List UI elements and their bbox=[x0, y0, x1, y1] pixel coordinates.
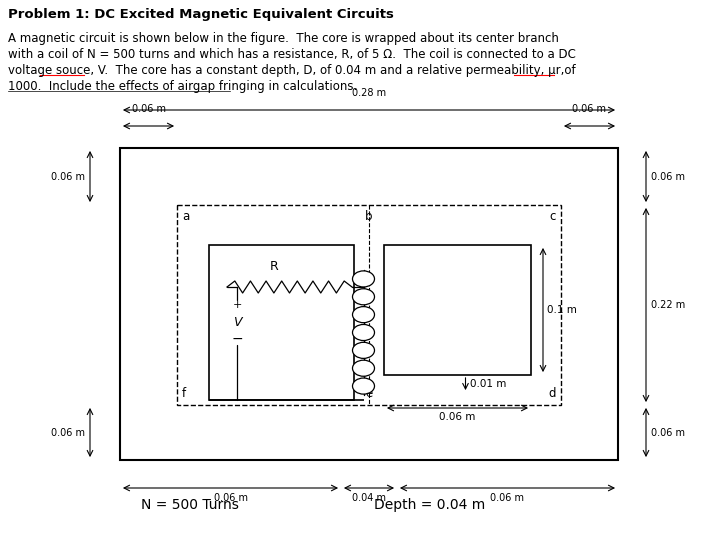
Text: Depth = 0.04 m: Depth = 0.04 m bbox=[374, 498, 486, 512]
Ellipse shape bbox=[352, 360, 374, 376]
Text: Problem 1: DC Excited Magnetic Equivalent Circuits: Problem 1: DC Excited Magnetic Equivalen… bbox=[8, 8, 394, 21]
Ellipse shape bbox=[352, 378, 374, 394]
Text: 0.01 m: 0.01 m bbox=[469, 379, 506, 389]
Bar bbox=[384, 245, 531, 375]
Text: 0.22 m: 0.22 m bbox=[651, 300, 686, 310]
Text: 0.06 m: 0.06 m bbox=[651, 171, 685, 182]
Text: 0.04 m: 0.04 m bbox=[352, 493, 386, 503]
Text: R: R bbox=[270, 260, 279, 273]
Text: 0.28 m: 0.28 m bbox=[352, 88, 386, 98]
Text: 0.06 m: 0.06 m bbox=[491, 493, 525, 503]
Bar bbox=[177, 205, 561, 405]
Text: 0.06 m: 0.06 m bbox=[573, 104, 606, 114]
Text: V: V bbox=[233, 316, 241, 330]
Text: 0.06 m: 0.06 m bbox=[51, 427, 85, 438]
Ellipse shape bbox=[352, 342, 374, 358]
Bar bbox=[209, 245, 354, 400]
Ellipse shape bbox=[352, 271, 374, 287]
Text: a: a bbox=[182, 210, 189, 223]
Text: b: b bbox=[365, 210, 373, 223]
Text: 0.06 m: 0.06 m bbox=[439, 412, 476, 422]
Text: 0.06 m: 0.06 m bbox=[651, 427, 685, 438]
Text: −: − bbox=[231, 332, 243, 346]
Text: e: e bbox=[365, 387, 372, 400]
Text: d: d bbox=[549, 387, 556, 400]
Text: voltage souce, V.  The core has a constant depth, D, of 0.04 m and a relative pe: voltage souce, V. The core has a constan… bbox=[8, 64, 575, 77]
Text: 0.06 m: 0.06 m bbox=[131, 104, 165, 114]
Text: with a coil of N = 500 turns and which has a resistance, R, of 5 Ω.  The coil is: with a coil of N = 500 turns and which h… bbox=[8, 48, 576, 61]
Text: 0.06 m: 0.06 m bbox=[213, 493, 248, 503]
Bar bbox=[120, 148, 618, 460]
Text: +: + bbox=[232, 300, 241, 310]
Text: A magnetic circuit is shown below in the figure.  The core is wrapped about its : A magnetic circuit is shown below in the… bbox=[8, 32, 559, 45]
Text: N = 500 Turns: N = 500 Turns bbox=[141, 498, 239, 512]
Ellipse shape bbox=[352, 307, 374, 323]
Ellipse shape bbox=[352, 324, 374, 340]
Text: 0.1 m: 0.1 m bbox=[547, 305, 577, 315]
Ellipse shape bbox=[352, 289, 374, 305]
Text: 1000.  Include the effects of airgap fringing in calculations.: 1000. Include the effects of airgap frin… bbox=[8, 80, 357, 93]
Text: 0.06 m: 0.06 m bbox=[51, 171, 85, 182]
Text: f: f bbox=[182, 387, 186, 400]
Text: c: c bbox=[550, 210, 556, 223]
